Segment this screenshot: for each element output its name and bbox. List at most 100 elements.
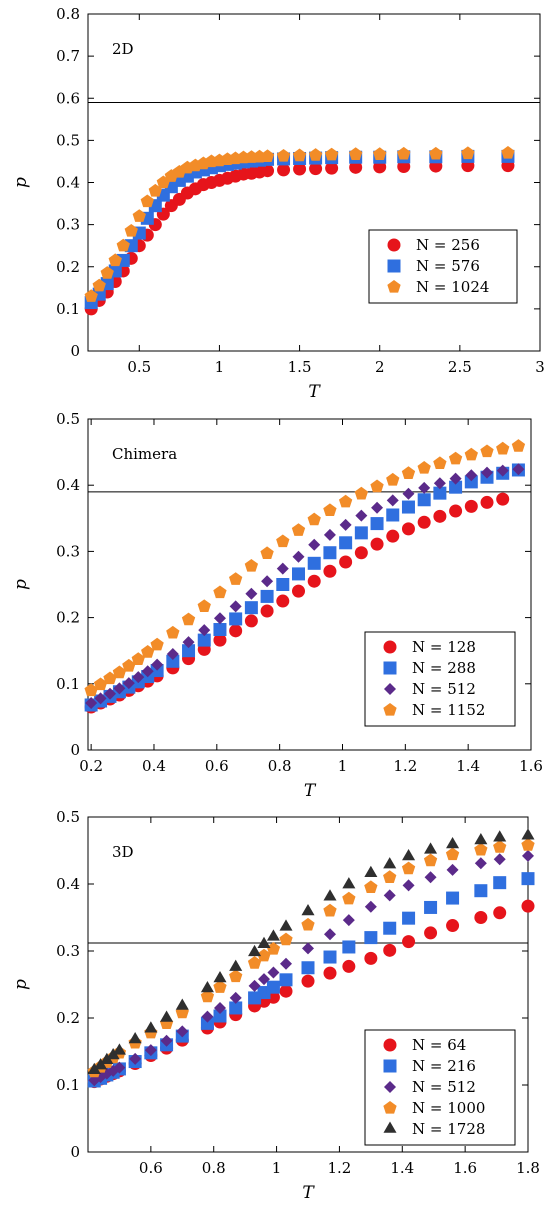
data-point: [260, 546, 274, 560]
data-point: [166, 648, 179, 661]
data-point: [200, 1016, 214, 1030]
data-point: [449, 504, 463, 518]
data-point: [87, 1062, 101, 1075]
y-tick-label: 0.6: [56, 89, 80, 107]
panel-2d: 0.5 1 1.5 2 2.5 3 0 0.1 0.2 0.3 0.4 0.5 0.6 0.7 0.8 Tp 2…: [11, 5, 545, 402]
data-point: [181, 612, 196, 626]
x-tick-label: 0.6: [139, 1159, 163, 1177]
data-point: [397, 146, 411, 160]
data-point: [175, 998, 189, 1010]
data-point: [108, 253, 122, 267]
y-tick-label: 0.1: [56, 675, 80, 693]
data-point: [324, 147, 339, 161]
x-tick-label: 1.5: [288, 358, 312, 376]
panel-title: 3D: [112, 843, 134, 861]
y-tick-label: 0.7: [56, 47, 80, 65]
data-point: [244, 614, 258, 628]
data-point: [446, 863, 459, 876]
data-point: [277, 163, 291, 177]
data-point: [279, 919, 293, 931]
data-point: [229, 991, 242, 1004]
data-point: [100, 1052, 114, 1064]
data-point: [309, 162, 323, 176]
data-point: [94, 692, 107, 705]
data-point: [84, 289, 98, 302]
data-point: [370, 479, 384, 493]
data-point: [257, 936, 271, 949]
data-point: [402, 911, 416, 925]
x-tick-label: 1.8: [516, 1159, 540, 1177]
legend-label: N = 216: [412, 1057, 476, 1075]
data-point: [373, 147, 387, 160]
data-point: [176, 1025, 189, 1038]
data-point: [276, 562, 289, 575]
legend-label: N = 512: [412, 680, 476, 698]
y-tick-label: 0.5: [56, 131, 80, 149]
data-point: [474, 832, 488, 845]
data-point: [144, 1044, 157, 1057]
data-point: [122, 677, 135, 690]
data-point: [307, 556, 321, 570]
data-point: [198, 624, 211, 637]
panel-chimera: 0.2 0.4 0.6 0.8 1 1.2 1.4 1.6 0 0.1 0.2 0.3 0.4 0.5 Tp…: [11, 410, 543, 801]
data-point: [116, 238, 130, 252]
x-tick-label: 0.2: [79, 757, 103, 775]
data-point: [480, 444, 494, 458]
data-point: [151, 658, 164, 671]
data-point: [325, 161, 339, 175]
data-point: [308, 538, 321, 551]
data-point: [417, 493, 431, 507]
data-point: [197, 599, 211, 613]
data-point: [292, 148, 307, 162]
series-512: [85, 463, 525, 709]
data-point: [160, 1010, 174, 1022]
data-point: [423, 853, 438, 867]
data-point: [244, 558, 259, 572]
data-point: [302, 942, 314, 955]
x-tick-label: 1: [338, 757, 348, 775]
x-tick-label: 1: [215, 358, 225, 376]
plot-frame: [87, 816, 529, 1153]
y-tick-label: 0.2: [56, 258, 80, 276]
data-point: [266, 980, 280, 994]
data-point: [402, 849, 416, 861]
data-point: [446, 919, 460, 933]
data-point: [461, 146, 475, 160]
data-point: [349, 147, 363, 160]
data-point: [166, 625, 180, 639]
data-point: [323, 528, 336, 541]
data-point: [355, 509, 368, 522]
data-point: [364, 865, 378, 878]
y-tick-label: 0.4: [56, 174, 80, 192]
data-point: [301, 903, 315, 916]
data-point: [279, 932, 293, 946]
data-point: [229, 1001, 243, 1015]
data-point: [280, 957, 292, 970]
data-point: [386, 494, 399, 507]
legend-marker: [384, 683, 396, 695]
x-tick-label: 1.4: [456, 757, 480, 775]
x-tick-label: 1.6: [453, 1159, 477, 1177]
legend-marker: [387, 280, 401, 293]
data-point: [342, 877, 356, 889]
legend: N = 128 N = 288 N = 512 N = 1152: [364, 631, 516, 727]
data-point: [418, 481, 431, 494]
y-tick-label: 0.2: [56, 1009, 80, 1027]
data-point: [266, 929, 280, 941]
panel-title: Chimera: [112, 445, 177, 463]
legend-label: N = 288: [412, 659, 476, 677]
data-point: [140, 194, 154, 208]
x-tick-label: 0.8: [202, 1159, 226, 1177]
legend-label: N = 576: [416, 257, 480, 275]
data-point: [370, 537, 384, 551]
legend-label: N = 1728: [412, 1120, 485, 1138]
data-point: [84, 683, 98, 697]
data-point: [449, 472, 462, 485]
data-point: [248, 979, 261, 992]
legend-label: N = 1024: [416, 278, 489, 296]
legend: N = 64 N = 216 N = 512 N = 1000 N = 1728: [364, 1029, 516, 1146]
data-point: [474, 884, 488, 898]
data-point: [424, 900, 438, 914]
data-point: [429, 146, 443, 160]
